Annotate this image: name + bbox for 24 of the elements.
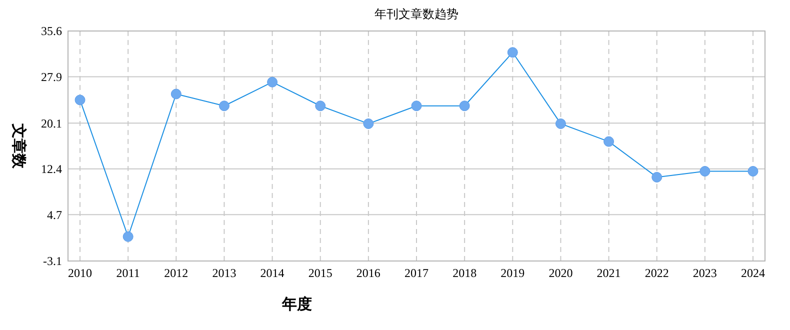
x-tick-label: 2014 — [260, 266, 284, 280]
chart-title: 年刊文章数趋势 — [374, 7, 458, 21]
y-tick-label: 20.1 — [41, 116, 62, 130]
y-tick-label: 12.4 — [41, 162, 62, 176]
x-tick-label: 2023 — [692, 266, 717, 280]
y-tick-label: 35.6 — [41, 24, 62, 38]
x-axis-title: 年度 — [281, 295, 312, 313]
x-tick-label: 2021 — [596, 266, 621, 280]
x-tick-label: 2015 — [308, 266, 332, 280]
y-axis-title: 文章数 — [10, 122, 28, 170]
x-tick-label: 2012 — [164, 266, 188, 280]
y-tick-label: -3.1 — [43, 254, 62, 268]
x-tick-label: 2013 — [212, 266, 236, 280]
x-tick-label: 2018 — [452, 266, 477, 280]
y-tick-label: 4.7 — [47, 208, 62, 222]
x-tick-label: 2016 — [356, 266, 380, 280]
y-tick-label: 27.9 — [41, 70, 62, 84]
x-tick-label: 2010 — [68, 266, 92, 280]
x-tick-label: 2011 — [116, 266, 140, 280]
x-tick-label: 2024 — [740, 266, 765, 280]
x-tick-label: 2022 — [644, 266, 669, 280]
x-tick-label: 2017 — [404, 266, 428, 280]
x-tick-label: 2019 — [500, 266, 525, 280]
x-tick-label: 2020 — [548, 266, 573, 280]
